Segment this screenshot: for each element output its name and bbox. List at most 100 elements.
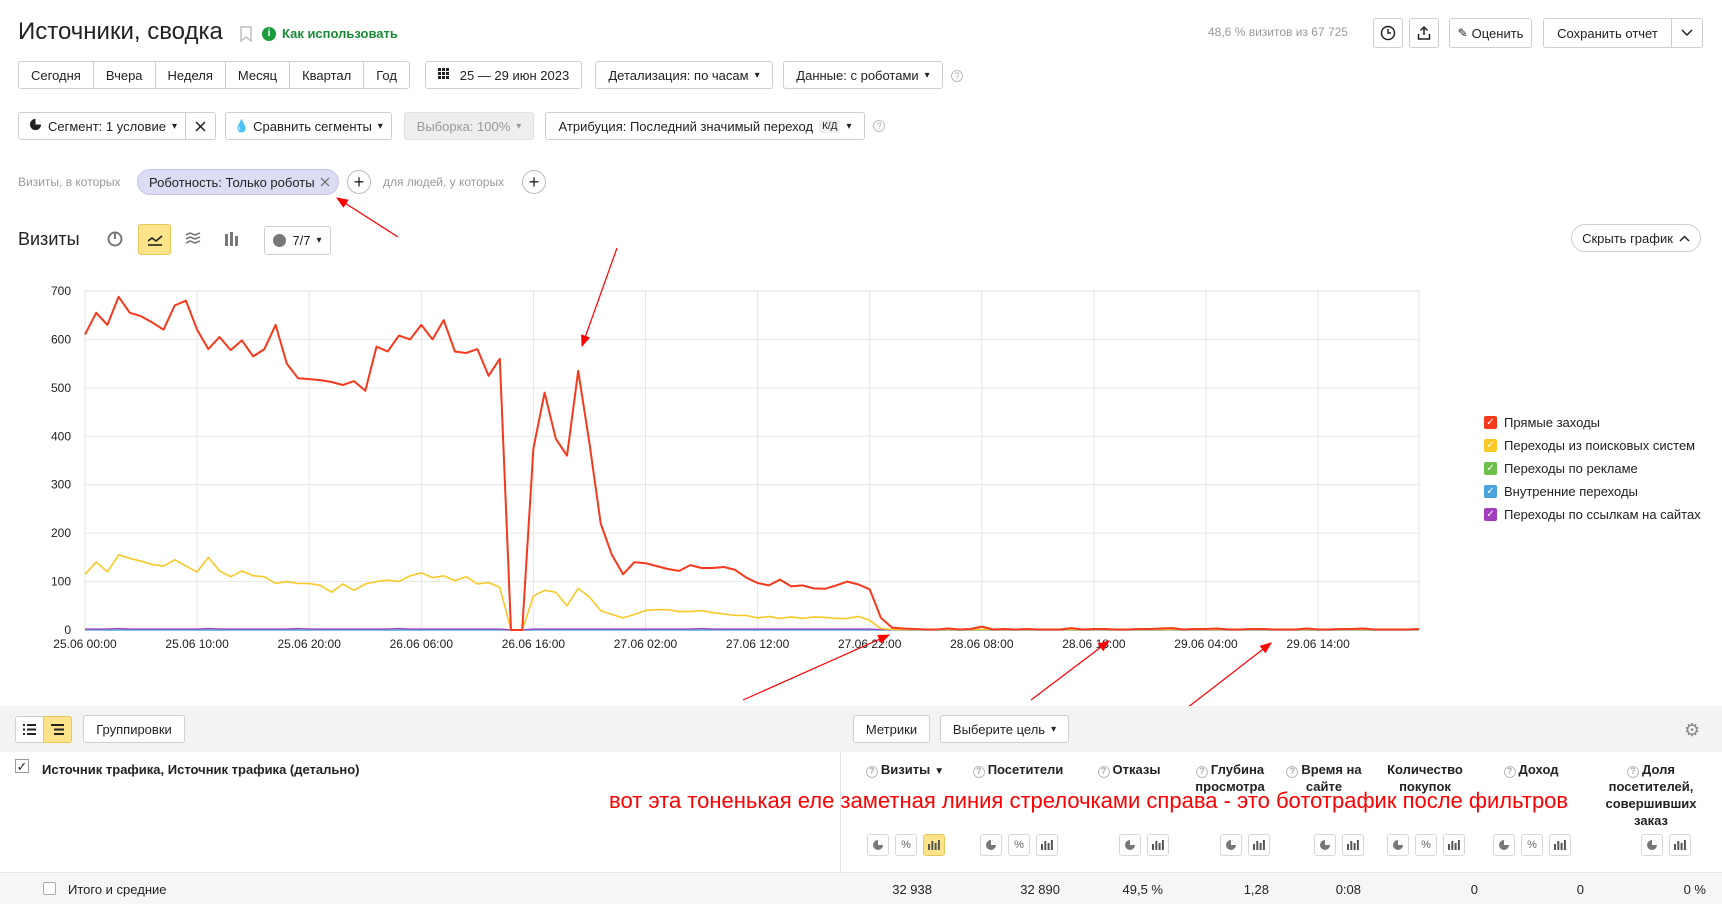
period-year[interactable]: Год [376,67,397,83]
annotation-arrow [581,247,618,348]
data-select[interactable]: Данные: с роботами ▾ [783,61,943,89]
pie-icon[interactable] [1119,834,1141,856]
bar-chart-icon[interactable] [1669,834,1691,856]
x-tick-label: 29.06 04:00 [1174,637,1238,651]
totals-checkbox[interactable] [43,882,56,895]
view-list-button[interactable] [15,716,44,743]
bar-chart-icon[interactable] [923,834,945,856]
dimension-header[interactable]: Источник трафика, Источник трафика (дета… [42,762,360,777]
pie-icon[interactable] [980,834,1002,856]
period-month[interactable]: Месяц [226,62,291,88]
pie-icon[interactable] [1314,834,1336,856]
metrics-button[interactable]: Метрики [853,715,930,743]
pie-icon[interactable] [1387,834,1409,856]
help-icon[interactable]: ? [873,120,885,132]
legend-checkbox[interactable]: ✓ [1484,439,1497,452]
period-week[interactable]: Неделя [156,62,226,88]
percent-icon[interactable]: % [1008,834,1030,856]
save-report-dropdown[interactable] [1671,18,1703,48]
segment-clear-button[interactable] [185,112,216,140]
pie-icon[interactable] [1641,834,1663,856]
pie-icon[interactable] [867,834,889,856]
series-count-select[interactable]: 7/7 ▾ [264,226,331,255]
add-visit-condition-button[interactable]: + [347,170,371,194]
date-range-button[interactable]: 25 — 29 июн 2023 [425,61,582,89]
legend-label: Внутренние переходы [1504,484,1638,499]
filter-chip[interactable]: Роботность: Только роботы [137,169,339,195]
rate-icon: ✎ [1457,26,1468,40]
help-icon[interactable]: ? [1627,765,1640,778]
column-header[interactable]: ? Доля посетителей, совершивших заказ [1596,761,1706,829]
legend-checkbox[interactable]: ✓ [1484,416,1497,429]
chart-type-pie-button[interactable] [104,226,126,252]
legend-item[interactable]: ✓ Прямые заходы [1484,411,1720,434]
sort-desc-icon[interactable]: ▼ [934,766,945,777]
how-to-use-link[interactable]: i Как использовать [262,26,398,41]
period-quarter[interactable]: Квартал [290,62,365,88]
period-yesterday[interactable]: Вчера [94,62,156,88]
legend-item[interactable]: ✓ Внутренние переходы [1484,480,1720,503]
legend-item[interactable]: ✓ Переходы по ссылкам на сайтах [1484,503,1720,526]
totals-row: Итого и средние 32 938 32 890 49,5 % 1,28 0:… [0,872,1722,904]
pie-icon[interactable] [1493,834,1515,856]
bar-chart-icon[interactable] [1248,834,1270,856]
detail-select[interactable]: Детализация: по часам ▾ [595,61,773,89]
help-icon[interactable]: ? [1286,765,1299,778]
hide-chart-button[interactable]: Скрыть график [1571,224,1701,252]
percent-icon[interactable]: % [1415,834,1437,856]
bookmark-icon[interactable] [240,26,252,45]
view-tree-button[interactable] [43,716,72,743]
pie-icon [107,231,123,247]
groupings-button[interactable]: Группировки [83,715,185,743]
column-header-label: Посетители [987,762,1064,777]
bar-chart-icon[interactable] [1147,834,1169,856]
legend-checkbox[interactable]: ✓ [1484,508,1497,521]
column-header[interactable]: ? Отказы [1074,761,1184,778]
segment-select[interactable]: Сегмент: 1 условие ▾ [18,112,186,140]
column-header[interactable]: ? Время на сайте [1269,761,1379,795]
column-view-buttons: % [867,834,945,856]
bar-chart-icon[interactable] [1036,834,1058,856]
column-header-label: Доля посетителей, совершивших заказ [1605,762,1697,828]
help-icon[interactable]: ? [972,765,985,778]
chevron-down-icon: ▾ [1051,723,1057,735]
rate-button[interactable]: ✎ Оценить [1449,18,1532,48]
help-icon[interactable]: ? [1503,765,1516,778]
chart-type-area-button[interactable] [182,226,204,252]
legend-item[interactable]: ✓ Переходы по рекламе [1484,457,1720,480]
sample-select[interactable]: Выборка: 100% ▾ [404,112,534,140]
help-icon[interactable]: ? [951,70,963,82]
attribution-badge: К/Д [819,119,841,133]
dimension-checkbox[interactable]: ✓ [15,758,29,774]
bar-chart-icon[interactable] [1549,834,1571,856]
add-people-condition-button[interactable]: + [522,170,546,194]
export-button[interactable] [1409,18,1439,48]
legend-checkbox[interactable]: ✓ [1484,462,1497,475]
compare-segments-button[interactable]: 💧 Сравнить сегменты ▾ [225,112,392,140]
column-header[interactable]: ? Доход [1476,761,1586,778]
legend-checkbox[interactable]: ✓ [1484,485,1497,498]
help-icon[interactable]: ? [1097,765,1110,778]
period-today[interactable]: Сегодня [19,62,94,88]
settings-icon[interactable]: ⚙ [1684,720,1701,740]
percent-icon[interactable]: % [1521,834,1543,856]
column-header[interactable]: ? Визиты ▼ [850,761,960,780]
percent-icon[interactable]: % [895,834,917,856]
close-icon[interactable] [320,177,330,187]
save-report-button[interactable]: Сохранить отчет [1543,18,1672,48]
history-button[interactable] [1373,18,1403,48]
bar-chart-icon[interactable] [1342,834,1364,856]
bar-chart-icon[interactable] [1443,834,1465,856]
attribution-select[interactable]: Атрибуция: Последний значимый переход К/… [545,112,865,140]
goal-select[interactable]: Выберите цель ▾ [940,715,1069,743]
legend-item[interactable]: ✓ Переходы из поисковых систем [1484,434,1720,457]
column-header[interactable]: Количество покупок [1370,761,1480,795]
help-icon[interactable]: ? [865,765,878,778]
pie-icon[interactable] [1220,834,1242,856]
column-view-buttons [1220,834,1270,856]
chart-type-line-button[interactable] [138,224,171,255]
chart-type-bar-button[interactable] [221,226,243,252]
column-header[interactable]: ? Глубина просмотра [1175,761,1285,795]
column-header[interactable]: ? Посетители [963,761,1073,778]
help-icon[interactable]: ? [1195,765,1208,778]
